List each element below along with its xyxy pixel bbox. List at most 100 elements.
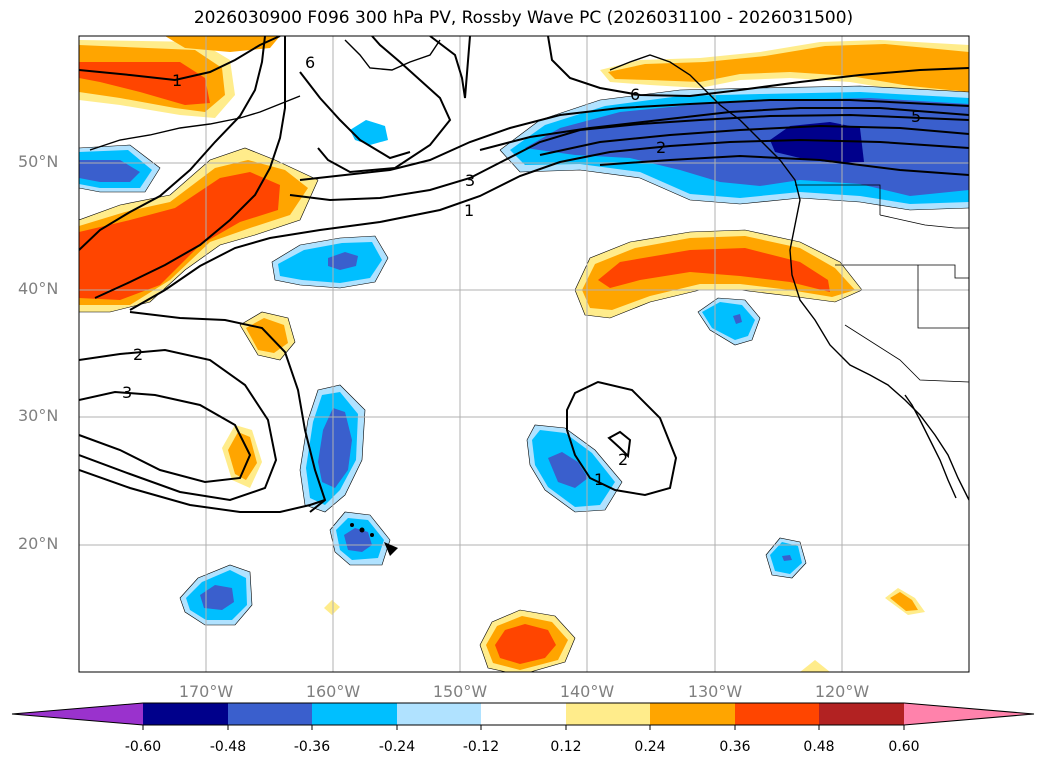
- anomaly-outline: [479, 609, 576, 672]
- border-line: [879, 214, 969, 229]
- colorbar-tick-label: -0.60: [124, 739, 162, 755]
- pv-contour: [429, 36, 471, 99]
- pv-contours: [79, 36, 969, 513]
- lat-label-40n: 40°N: [18, 279, 59, 298]
- colorbar-segment: [735, 703, 819, 725]
- anomaly-outline: [239, 311, 296, 361]
- contour-label: 1: [594, 470, 604, 489]
- colorbar-ticks: [142, 725, 905, 730]
- coastline-aleutians: [89, 95, 301, 151]
- pv-contour: [129, 311, 327, 513]
- colorbar-tick-label: -0.24: [378, 739, 416, 755]
- anomaly-region: [165, 36, 280, 52]
- colorbar-extend-left: [12, 703, 143, 725]
- anomaly-region: [598, 248, 830, 292]
- pv-contour: [94, 36, 286, 299]
- contour-label: 6: [305, 53, 315, 72]
- colorbar-tick-label: -0.48: [209, 739, 247, 755]
- anomaly-region: [324, 600, 340, 615]
- pv-contour: [289, 113, 969, 202]
- anomaly-region: [800, 660, 830, 672]
- border-line: [835, 264, 969, 279]
- anomaly-region: [228, 432, 257, 480]
- pv-contour: [539, 124, 969, 156]
- colorbar-segment: [819, 703, 904, 725]
- anomaly-outline: [271, 235, 389, 289]
- island: [384, 542, 398, 556]
- colorbar-segment: [312, 703, 397, 725]
- pv-contour: [79, 469, 326, 513]
- lon-label-150w: 150°W: [432, 682, 488, 701]
- colorbar-tick-label: -0.12: [462, 739, 500, 755]
- anomaly-region: [495, 624, 556, 664]
- pv-contour: [317, 36, 452, 174]
- colorbar-tick-label: 0.48: [803, 739, 835, 755]
- anomaly-region: [733, 314, 742, 324]
- colorbar-tick-label: -0.36: [293, 739, 331, 755]
- contour-label: 2: [133, 345, 143, 364]
- lat-label-30n: 30°N: [18, 406, 59, 425]
- pv-contour: [566, 380, 678, 497]
- lat-label-50n: 50°N: [18, 152, 59, 171]
- anomaly-region: [79, 160, 140, 182]
- anomaly-region: [200, 585, 234, 610]
- anomaly-outline: [329, 511, 391, 566]
- graticule: [79, 36, 969, 672]
- contour-label: 1: [464, 201, 474, 220]
- pv-contour: [479, 107, 969, 151]
- anomaly-region: [608, 44, 969, 92]
- pv-contour: [79, 348, 278, 502]
- lon-label-130w: 130°W: [687, 682, 743, 701]
- colorbar-segment: [650, 703, 735, 725]
- anomaly-region: [318, 408, 352, 488]
- colorbar-segment: [397, 703, 481, 725]
- coastline-alaska: [344, 39, 441, 71]
- lat-label-20n: 20°N: [18, 534, 59, 553]
- pv-contour: [547, 36, 969, 98]
- contour-label: 3: [465, 171, 475, 190]
- colorbar-segment: [143, 703, 228, 725]
- anomaly-region: [350, 120, 388, 145]
- islands: [350, 523, 398, 556]
- map-title: 2026030900 F096 300 hPa PV, Rossby Wave …: [193, 8, 854, 28]
- colorbar-extend-right: [904, 703, 1034, 725]
- colorbar-segment: [566, 703, 650, 725]
- pv-contour: [129, 138, 969, 311]
- pv-contour: [607, 430, 632, 459]
- lon-label-140w: 140°W: [559, 682, 615, 701]
- anomaly-region: [770, 122, 864, 163]
- island: [350, 523, 354, 527]
- colorbar-tick-label: 0.36: [719, 739, 751, 755]
- anomaly-outline: [765, 537, 807, 579]
- border-line: [844, 324, 969, 383]
- contour-label: 3: [122, 383, 132, 402]
- lon-label-160w: 160°W: [305, 682, 361, 701]
- anomaly-outline: [79, 144, 161, 193]
- contour-labels: 1 6 6 5 2 3 1 2 3 2 1: [122, 53, 921, 489]
- map-plot-area: 1 6 6 5 2 3 1 2 3 2 1: [79, 36, 969, 672]
- colorbar-tick-label: 0.12: [550, 739, 582, 755]
- anomaly-region: [890, 592, 918, 611]
- pv-contour: [299, 99, 969, 181]
- colorbar-segment: [228, 703, 312, 725]
- coastline-baja: [904, 394, 957, 499]
- lon-label-170w: 170°W: [178, 682, 234, 701]
- anomaly-outline: [179, 564, 253, 626]
- contour-label: 2: [618, 450, 628, 469]
- colorbar-tick-label: 0.24: [634, 739, 666, 755]
- pv-contour: [79, 36, 281, 82]
- island: [370, 533, 374, 537]
- political-borders: [795, 184, 969, 383]
- anomaly-outline: [697, 297, 761, 346]
- pv-contour: [599, 154, 969, 176]
- colorbar-segment: [481, 703, 566, 725]
- anomaly-outline: [79, 147, 319, 313]
- anomaly-outline: [574, 229, 863, 319]
- island: [359, 527, 365, 533]
- map-frame: [78, 35, 970, 673]
- lon-label-120w: 120°W: [814, 682, 870, 701]
- pv-contour: [79, 36, 266, 251]
- pv-contour: [299, 71, 411, 160]
- contour-label: 2: [656, 138, 666, 157]
